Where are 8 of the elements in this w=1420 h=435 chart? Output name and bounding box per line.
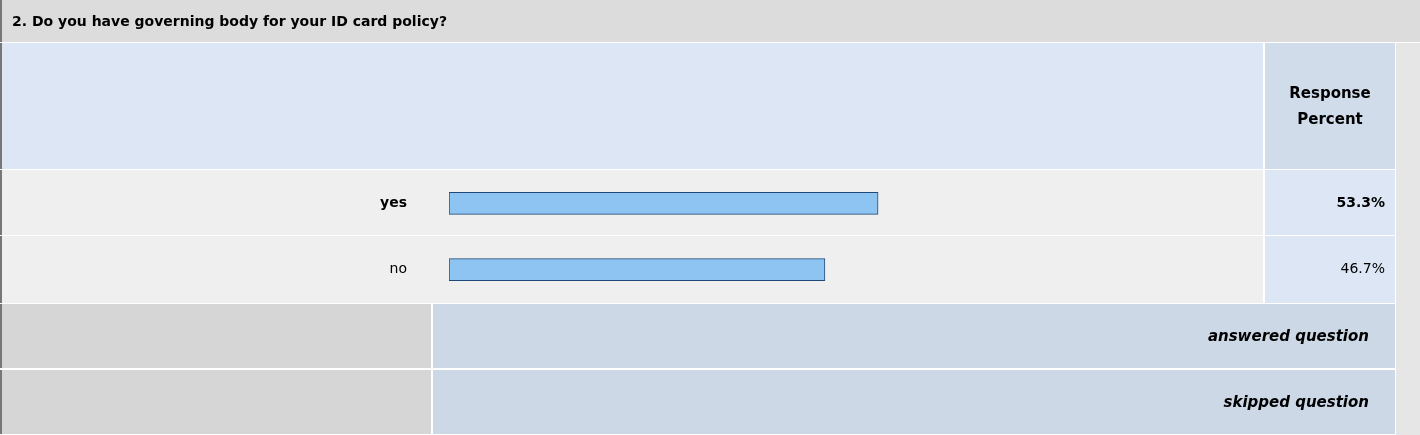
text: Response Percent <box>1288 83 1372 130</box>
y-tick-label: no <box>389 260 407 277</box>
y-tick-label: yes <box>380 194 407 211</box>
data-label: 46.7% <box>1340 260 1385 277</box>
text: 2. Do you have governing body for your ID card policy? <box>12 13 448 29</box>
data-label: 53.3% <box>1336 194 1385 211</box>
text: skipped question <box>1223 393 1369 411</box>
text: answered question <box>1207 327 1369 345</box>
